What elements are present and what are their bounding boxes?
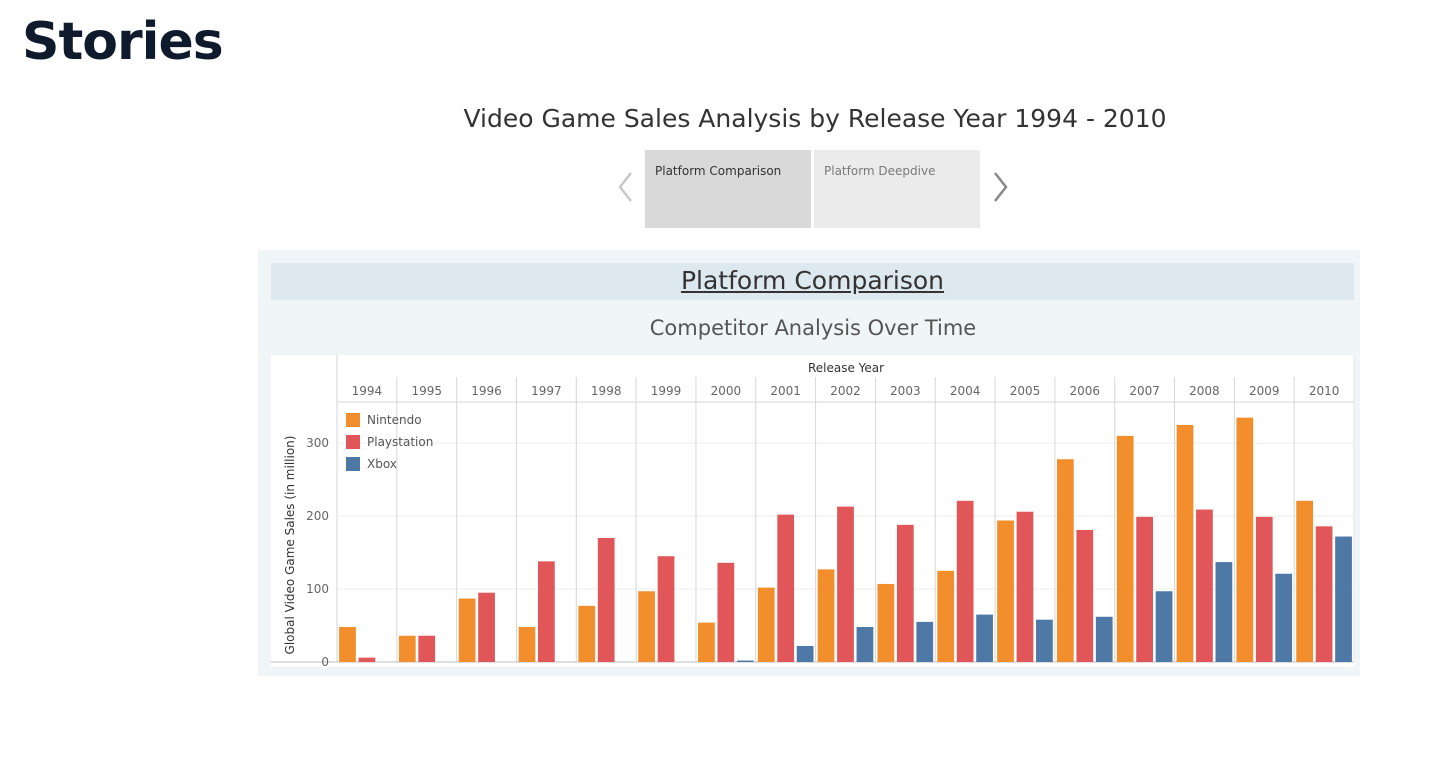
bar-nintendo-1994[interactable] (339, 626, 356, 662)
dashboard-title-bar: Platform Comparison (271, 263, 1354, 300)
bar-nintendo-2009[interactable] (1236, 417, 1254, 662)
bar-nintendo-2010[interactable] (1296, 500, 1314, 662)
sales-bar-chart: 1994 1995 1996 1997 1998 1999 2000 2001 2002 2003… (271, 355, 1355, 667)
year-headers: 1994 1995 1996 1997 1998 1999 2000 2001 2002 2003… (352, 384, 1340, 398)
bar-nintendo-1996[interactable] (458, 598, 476, 662)
bar-nintendo-2008[interactable] (1176, 424, 1194, 662)
y-axis-title: Global Video Game Sales (in million) (283, 436, 297, 655)
bar-nintendo-1999[interactable] (638, 591, 655, 662)
story-point-label: Platform Comparison (655, 164, 782, 178)
bar-playstation-1994[interactable] (358, 657, 376, 662)
bar-playstation-2006[interactable] (1076, 529, 1094, 662)
bar-nintendo-1997[interactable] (518, 626, 536, 662)
legend-label-nintendo[interactable]: Nintendo (367, 413, 422, 427)
chart-bars (339, 417, 1352, 662)
bar-xbox-2010[interactable] (1335, 536, 1352, 662)
year-label: 2009 (1249, 384, 1280, 398)
year-label: 1998 (591, 384, 622, 398)
bar-nintendo-1995[interactable] (398, 635, 416, 662)
x-axis-title: Release Year (808, 361, 884, 375)
y-tick-label: 100 (306, 582, 329, 596)
bar-xbox-2003[interactable] (916, 621, 934, 662)
y-tick-label: 200 (306, 509, 329, 523)
bar-playstation-2001[interactable] (777, 514, 795, 662)
bar-nintendo-2005[interactable] (997, 520, 1014, 662)
year-label: 1995 (411, 384, 442, 398)
year-label: 2005 (1010, 384, 1041, 398)
year-label: 2007 (1129, 384, 1160, 398)
year-label: 1996 (471, 384, 502, 398)
year-label: 1994 (352, 384, 383, 398)
legend-swatch-xbox[interactable] (346, 457, 360, 471)
bar-playstation-2007[interactable] (1136, 516, 1153, 662)
year-label: 2004 (950, 384, 981, 398)
bar-xbox-2006[interactable] (1095, 616, 1113, 662)
bar-playstation-2010[interactable] (1315, 526, 1333, 662)
bar-playstation-1998[interactable] (597, 538, 615, 662)
year-label: 2008 (1189, 384, 1220, 398)
bar-xbox-2005[interactable] (1036, 619, 1053, 662)
year-label: 1999 (651, 384, 682, 398)
legend-label-playstation[interactable]: Playstation (367, 435, 433, 449)
year-label: 2001 (770, 384, 801, 398)
story-title: Video Game Sales Analysis by Release Yea… (463, 104, 1167, 133)
story-point-platform-deepdive[interactable]: Platform Deepdive (814, 150, 980, 228)
bar-xbox-2008[interactable] (1215, 562, 1233, 662)
bar-playstation-2000[interactable] (717, 562, 735, 662)
bar-playstation-2005[interactable] (1016, 511, 1034, 662)
bar-playstation-2002[interactable] (837, 506, 854, 662)
year-label: 2002 (830, 384, 861, 398)
bar-xbox-2000[interactable] (736, 660, 754, 662)
legend-swatch-playstation[interactable] (346, 435, 360, 449)
bar-playstation-1999[interactable] (657, 556, 675, 662)
bar-nintendo-2004[interactable] (937, 570, 955, 662)
legend-swatch-nintendo[interactable] (346, 413, 360, 427)
year-label: 2010 (1309, 384, 1340, 398)
bar-nintendo-2007[interactable] (1116, 435, 1134, 662)
year-label: 2006 (1070, 384, 1101, 398)
year-label: 2003 (890, 384, 921, 398)
bar-playstation-2009[interactable] (1255, 516, 1273, 662)
chevron-right-icon[interactable] (988, 170, 1012, 204)
chart-legend: Nintendo Playstation Xbox (346, 413, 433, 471)
bar-playstation-2003[interactable] (896, 524, 914, 662)
chevron-left-icon[interactable] (614, 170, 638, 204)
dashboard-subtitle: Competitor Analysis Over Time (649, 316, 977, 340)
bar-nintendo-2003[interactable] (877, 583, 895, 662)
bar-xbox-2001[interactable] (796, 645, 814, 662)
y-tick-label: 0 (321, 655, 329, 667)
y-tick-label: 300 (306, 436, 329, 450)
bar-nintendo-2000[interactable] (698, 622, 715, 662)
story-point-platform-comparison[interactable]: Platform Comparison (645, 150, 811, 228)
year-label: 2000 (711, 384, 742, 398)
bar-playstation-1995[interactable] (418, 635, 436, 662)
bar-xbox-2002[interactable] (856, 626, 874, 662)
bar-xbox-2007[interactable] (1155, 591, 1173, 662)
y-axis: 0 100 200 300 (306, 436, 329, 667)
bar-nintendo-1998[interactable] (578, 605, 596, 662)
bar-playstation-1997[interactable] (538, 561, 555, 662)
bar-nintendo-2006[interactable] (1056, 459, 1074, 662)
bar-playstation-2004[interactable] (956, 500, 974, 662)
bar-playstation-2008[interactable] (1196, 509, 1213, 662)
bar-xbox-2009[interactable] (1275, 573, 1293, 662)
year-label: 1997 (531, 384, 562, 398)
bar-playstation-1996[interactable] (478, 592, 495, 662)
legend-label-xbox[interactable]: Xbox (367, 457, 397, 471)
bar-nintendo-2002[interactable] (817, 569, 835, 662)
page-title: Stories (22, 12, 224, 72)
bar-nintendo-2001[interactable] (757, 587, 775, 662)
dashboard-title[interactable]: Platform Comparison (680, 266, 945, 295)
story-point-label: Platform Deepdive (824, 164, 936, 178)
bar-xbox-2004[interactable] (976, 614, 993, 662)
